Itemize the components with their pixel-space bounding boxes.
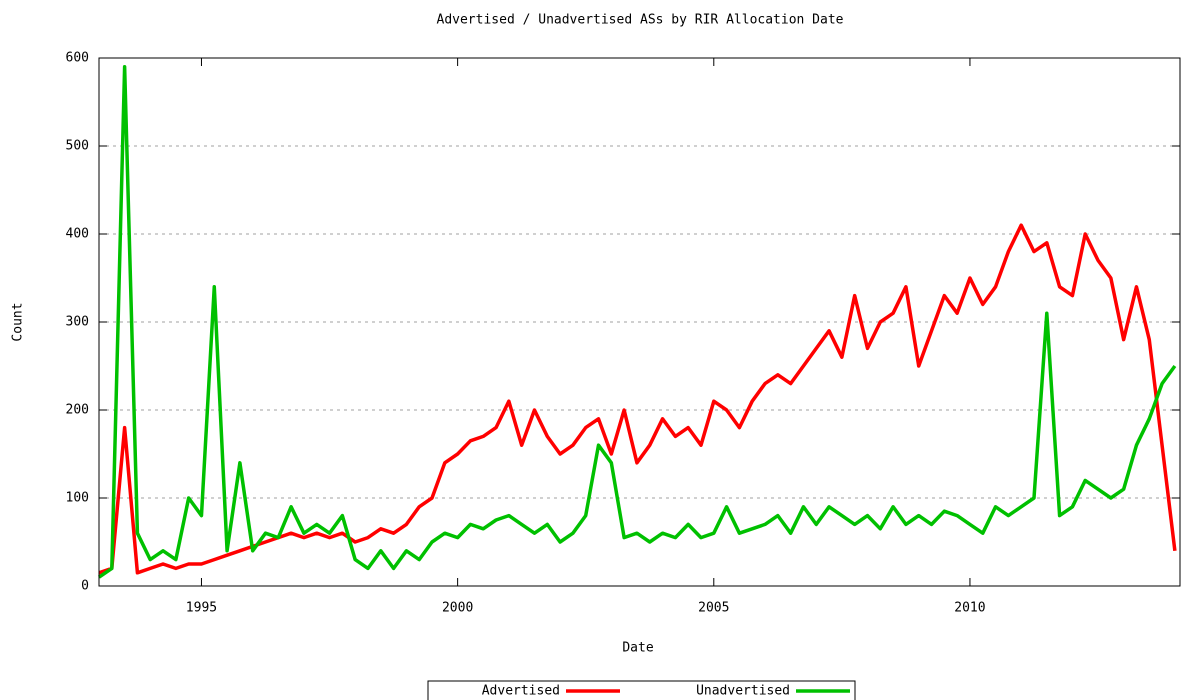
legend-box [427, 680, 856, 700]
y-axis-label: Count [11, 302, 26, 341]
y-tick-label: 0 [81, 579, 89, 594]
data-line [98, 223, 1177, 575]
y-tick-label: 300 [66, 315, 89, 330]
x-tick-label: 2010 [954, 601, 985, 616]
legend-label: Advertised [482, 684, 560, 699]
y-tick-label: 500 [66, 139, 89, 154]
x-axis-label: Date [622, 641, 653, 656]
x-tick-label: 2005 [698, 601, 729, 616]
y-tick-label: 200 [66, 403, 89, 418]
chart-title: Advertised / Unadvertised ASs by RIR All… [437, 13, 844, 28]
legend-label: Unadvertised [696, 684, 790, 699]
y-tick-label: 100 [66, 491, 89, 506]
plot-frame [98, 57, 1181, 587]
data-line [98, 65, 1177, 579]
x-tick-label: 1995 [186, 601, 217, 616]
x-tick-label: 2000 [442, 601, 473, 616]
y-tick-label: 400 [66, 227, 89, 242]
y-tick-label: 600 [66, 51, 89, 66]
